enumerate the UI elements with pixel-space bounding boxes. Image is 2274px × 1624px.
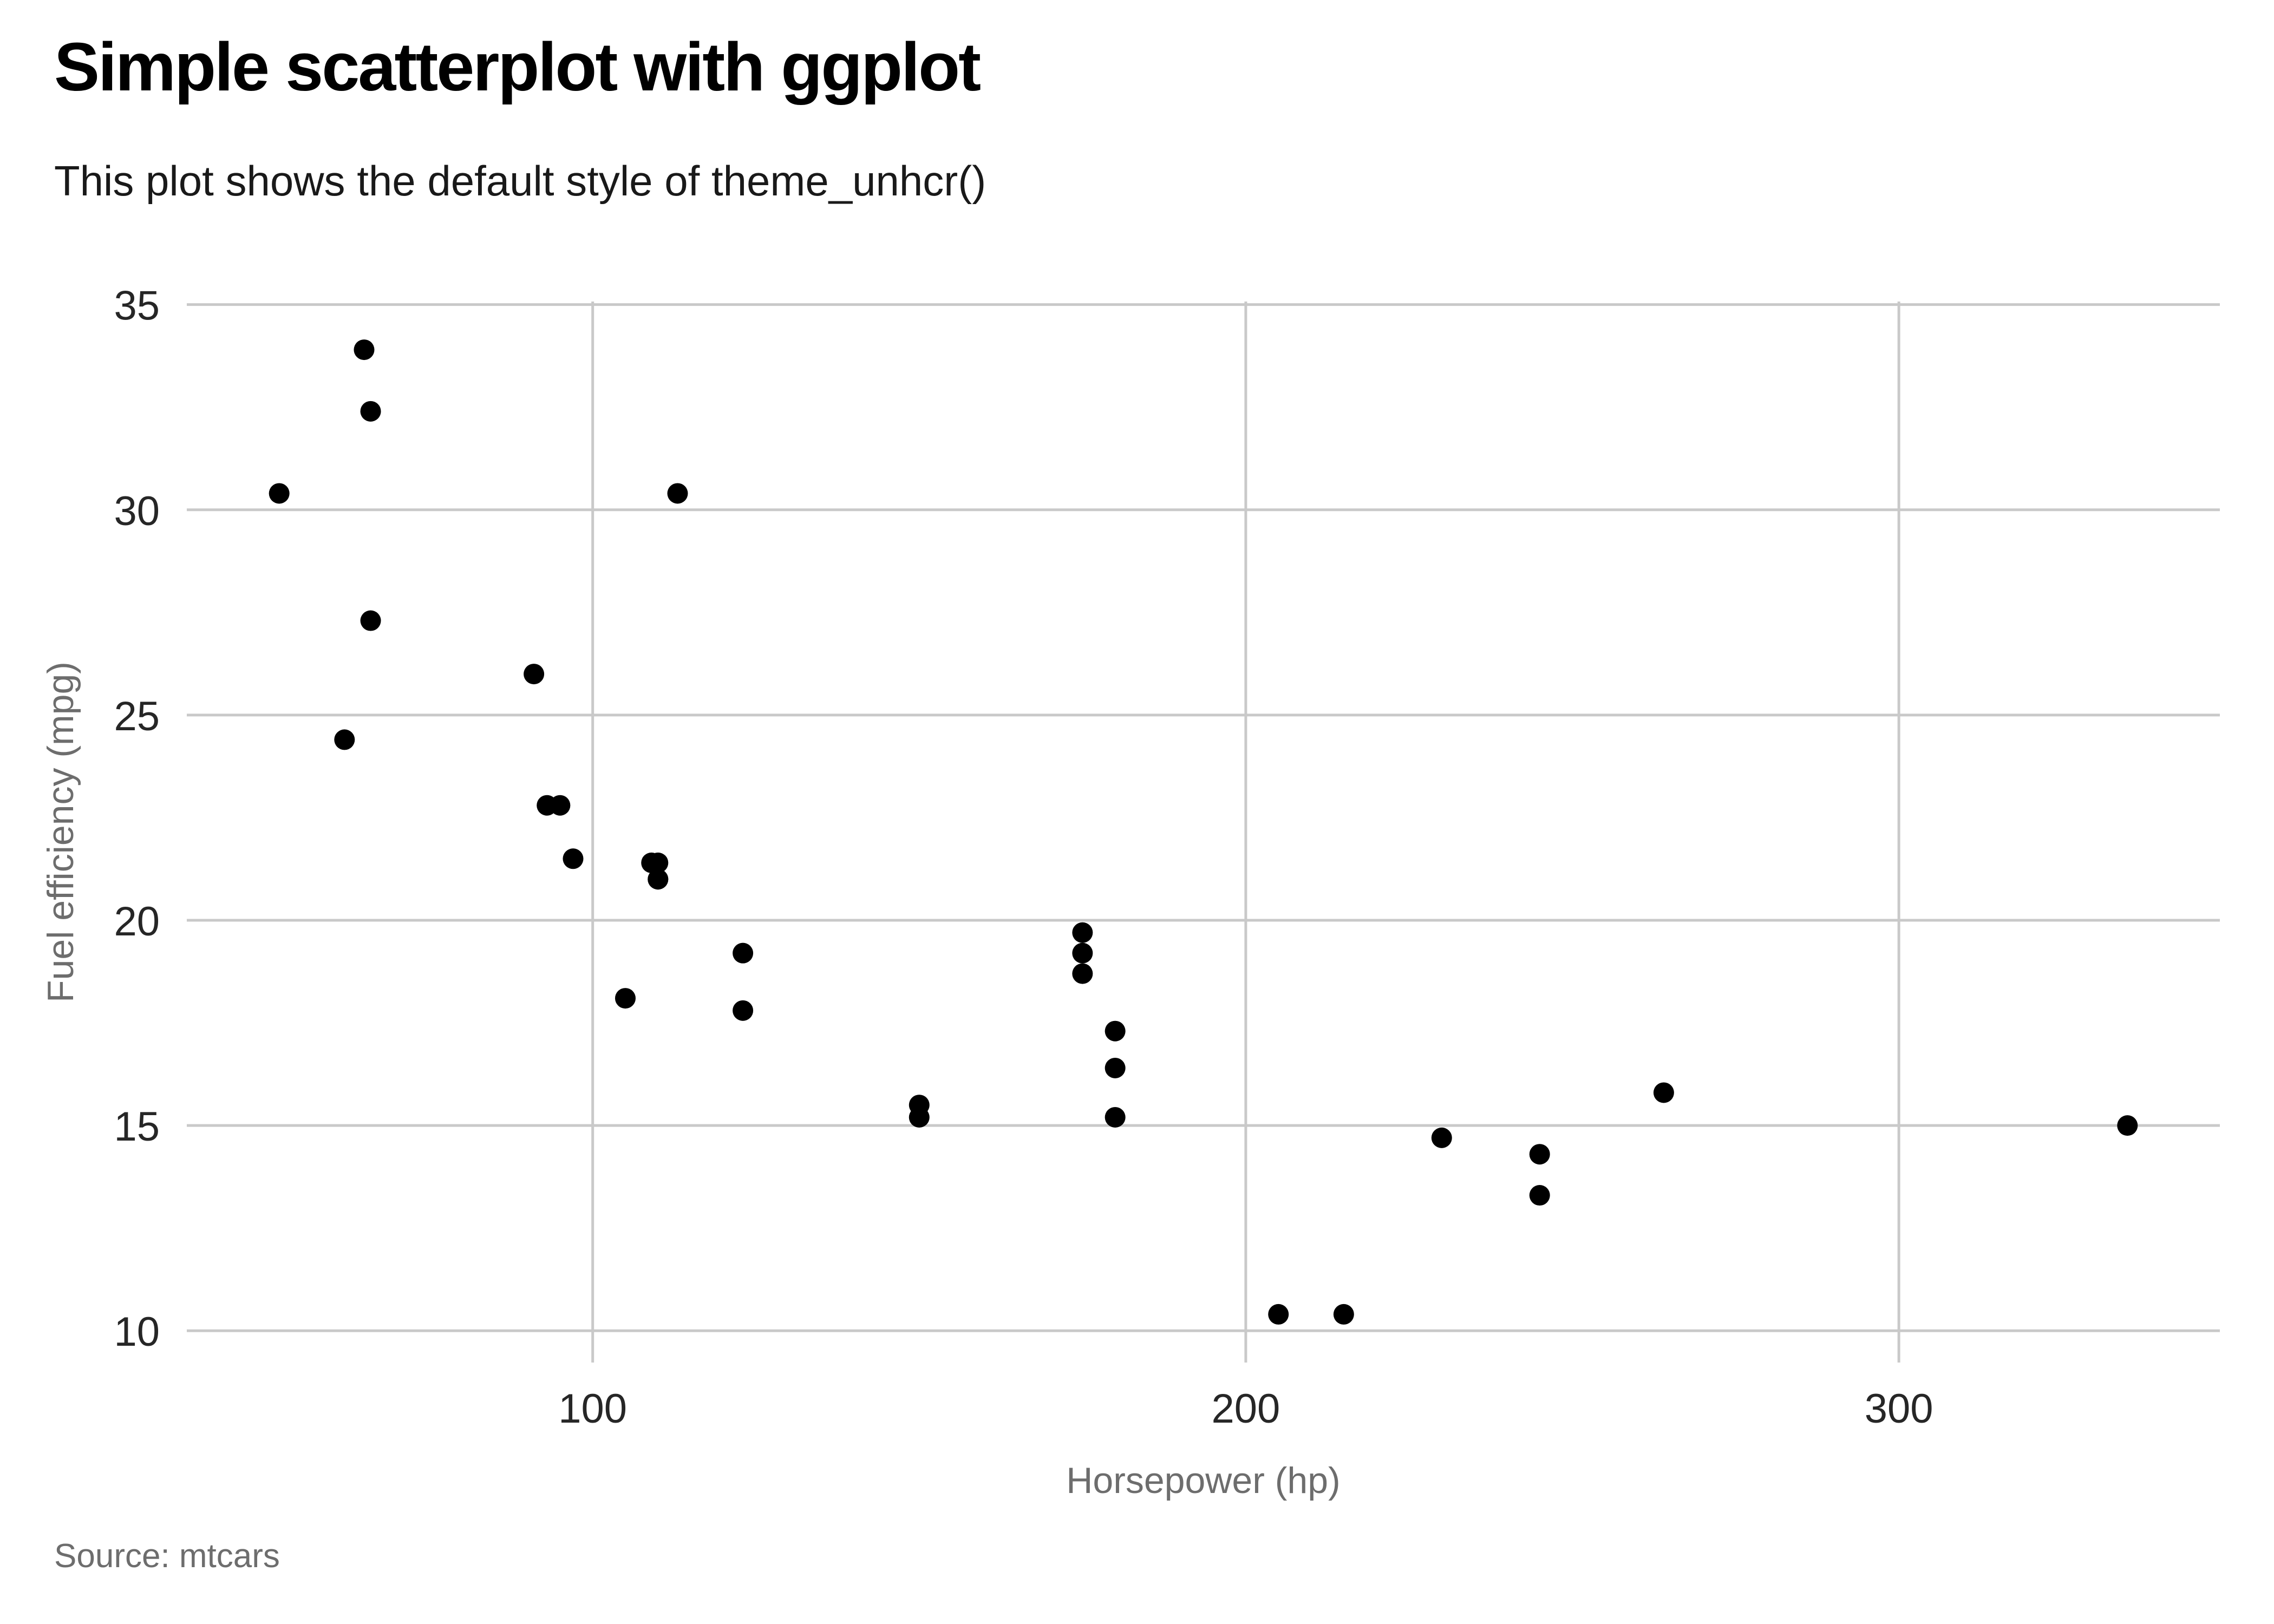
- data-point-29: [1072, 922, 1093, 943]
- data-points-layer: [269, 339, 2138, 1325]
- x-tick-label-200: 200: [1211, 1386, 1280, 1432]
- data-point-14: [1268, 1304, 1289, 1325]
- data-point-22: [909, 1106, 930, 1128]
- data-point-9: [733, 942, 754, 964]
- x-tick-label-300: 300: [1865, 1386, 1933, 1432]
- data-point-24: [1072, 942, 1093, 964]
- data-point-4: [1072, 963, 1093, 984]
- y-tick-label-30: 30: [114, 488, 160, 534]
- horizontal-gridlines: [187, 303, 2220, 1332]
- data-point-26: [524, 664, 545, 685]
- data-point-23: [1529, 1185, 1550, 1206]
- data-point-25: [360, 610, 381, 631]
- data-point-13: [1105, 1106, 1126, 1128]
- data-point-18: [269, 483, 290, 504]
- data-point-16: [1431, 1127, 1452, 1148]
- data-point-8: [550, 795, 571, 816]
- data-point-10: [733, 1000, 754, 1021]
- data-point-17: [360, 401, 381, 422]
- y-axis-title: Fuel efficiency (mpg): [40, 662, 81, 1003]
- data-point-12: [1105, 1020, 1126, 1042]
- chart-title: Simple scatterplot with ggplot: [54, 29, 981, 105]
- data-point-11: [1105, 1057, 1126, 1078]
- data-point-15: [1333, 1304, 1354, 1325]
- source-caption: Source: mtcars: [54, 1537, 280, 1575]
- y-axis-tick-labels: 10 15 20 25 30 35: [114, 283, 160, 1355]
- data-point-5: [615, 988, 636, 1009]
- data-point-6: [1529, 1144, 1550, 1165]
- y-tick-label-35: 35: [114, 283, 160, 329]
- y-tick-label-20: 20: [114, 899, 160, 945]
- vertical-gridlines: [591, 302, 1900, 1363]
- x-axis-title: Horsepower (hp): [1066, 1460, 1340, 1501]
- data-point-20: [563, 848, 584, 869]
- data-point-27: [667, 483, 688, 504]
- x-tick-label-100: 100: [558, 1386, 627, 1432]
- data-point-28: [1653, 1082, 1674, 1103]
- y-tick-label-15: 15: [114, 1104, 160, 1150]
- x-axis-tick-labels: 100 200 300: [558, 1386, 1933, 1432]
- y-tick-label-10: 10: [114, 1309, 160, 1355]
- data-point-31: [641, 852, 662, 873]
- data-point-7: [334, 729, 355, 750]
- y-tick-label-25: 25: [114, 693, 160, 739]
- data-point-19: [354, 339, 375, 361]
- data-point-1: [648, 869, 669, 890]
- data-point-30: [2117, 1115, 2138, 1136]
- chart-subtitle: This plot shows the default style of the…: [54, 157, 986, 205]
